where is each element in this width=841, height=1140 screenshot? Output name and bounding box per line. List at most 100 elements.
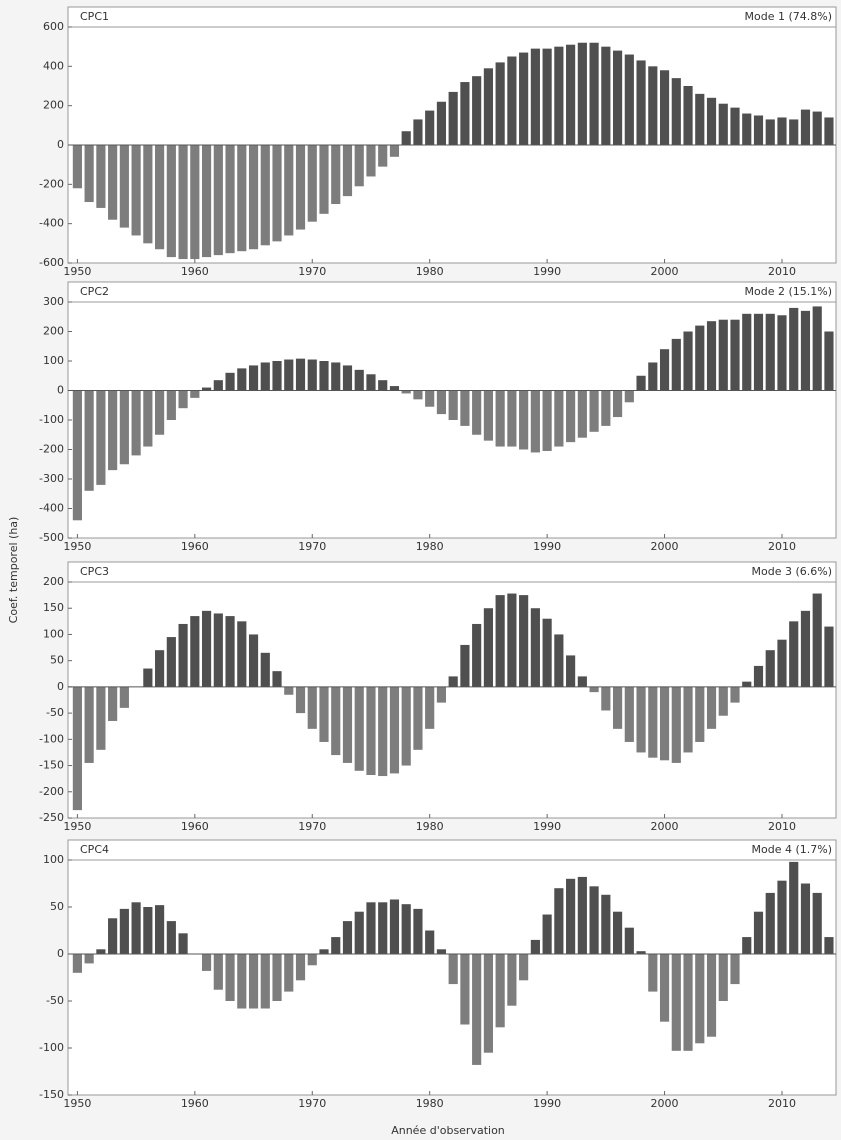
y-tick-label: 400: [43, 59, 64, 72]
x-tick-label: 2010: [768, 820, 796, 833]
bar: [530, 939, 540, 954]
bar: [472, 390, 482, 435]
bar: [460, 954, 470, 1025]
bar: [331, 686, 341, 756]
bar: [554, 634, 564, 687]
bar: [824, 626, 834, 687]
x-tick-label: 1970: [298, 1097, 326, 1110]
bar: [389, 386, 400, 391]
y-tick-label: -200: [39, 785, 64, 798]
bar: [566, 390, 576, 443]
bar: [659, 954, 670, 1022]
bar: [331, 362, 341, 391]
bar: [413, 390, 423, 400]
y-tick-label: 300: [43, 295, 64, 308]
bar: [589, 886, 599, 954]
bar: [507, 593, 517, 687]
bar: [413, 908, 423, 954]
bar: [331, 937, 341, 954]
bar: [683, 686, 693, 753]
bar: [378, 380, 388, 391]
bar: [131, 390, 141, 456]
bar: [460, 644, 470, 687]
bar: [178, 933, 188, 954]
bar: [648, 66, 658, 145]
x-tick-label: 1990: [533, 820, 561, 833]
panel-title: CPC1: [80, 10, 109, 23]
y-tick-label: 100: [43, 853, 64, 866]
bar: [507, 390, 517, 447]
x-tick-label: 1980: [416, 540, 444, 553]
bar: [695, 93, 705, 145]
x-tick-label: 2000: [651, 265, 679, 278]
y-tick-label: 0: [57, 680, 64, 693]
bar: [789, 861, 799, 954]
bar: [119, 686, 129, 708]
bar: [237, 621, 247, 687]
bar: [248, 365, 259, 391]
bar: [695, 325, 705, 391]
bar: [448, 91, 458, 145]
bar: [166, 637, 176, 687]
bar: [648, 954, 658, 992]
bar: [695, 686, 705, 742]
bar: [108, 918, 118, 954]
bar: [190, 145, 200, 260]
x-tick-label: 2010: [768, 1097, 796, 1110]
bar: [166, 921, 176, 954]
bar: [495, 62, 505, 145]
bar: [354, 911, 364, 954]
x-tick-label: 2010: [768, 265, 796, 278]
bar: [155, 650, 165, 687]
bar: [378, 902, 388, 954]
y-tick-label: -150: [39, 1088, 64, 1101]
bar: [824, 937, 834, 954]
bar: [389, 145, 400, 157]
x-tick-label: 1990: [533, 1097, 561, 1110]
bar: [248, 634, 259, 687]
bar: [272, 145, 282, 242]
bar: [612, 686, 623, 729]
bar: [601, 390, 611, 426]
bar: [683, 954, 693, 1051]
bar: [519, 52, 529, 145]
x-tick-label: 1960: [181, 820, 209, 833]
bar: [742, 937, 752, 954]
bar: [777, 880, 787, 954]
bar: [295, 358, 306, 391]
bar: [718, 954, 728, 1001]
bar: [789, 621, 799, 687]
bar: [566, 655, 576, 687]
bar: [753, 665, 764, 687]
bar: [812, 892, 822, 954]
bar: [295, 686, 306, 714]
bar: [166, 390, 176, 420]
bar: [683, 331, 693, 391]
bar: [577, 42, 587, 145]
x-tick-label: 1950: [63, 265, 91, 278]
bar: [436, 686, 447, 703]
bar: [354, 145, 364, 187]
bar: [284, 686, 294, 695]
bar: [425, 686, 435, 729]
bar: [542, 914, 552, 954]
bar: [143, 145, 153, 244]
x-tick-label: 2000: [651, 820, 679, 833]
bar: [295, 145, 306, 230]
bar: [84, 686, 94, 763]
bar: [472, 623, 482, 687]
bar: [483, 68, 493, 145]
bar: [436, 390, 447, 415]
bar: [519, 595, 529, 687]
bar: [425, 930, 435, 954]
bar: [119, 908, 129, 954]
bar: [601, 686, 611, 711]
bar: [284, 359, 294, 391]
bar: [589, 390, 599, 432]
bar: [448, 390, 458, 420]
bar: [260, 954, 270, 1009]
bar: [448, 954, 458, 985]
bar: [671, 954, 681, 1051]
bar: [342, 686, 353, 763]
y-tick-label: 100: [43, 627, 64, 640]
